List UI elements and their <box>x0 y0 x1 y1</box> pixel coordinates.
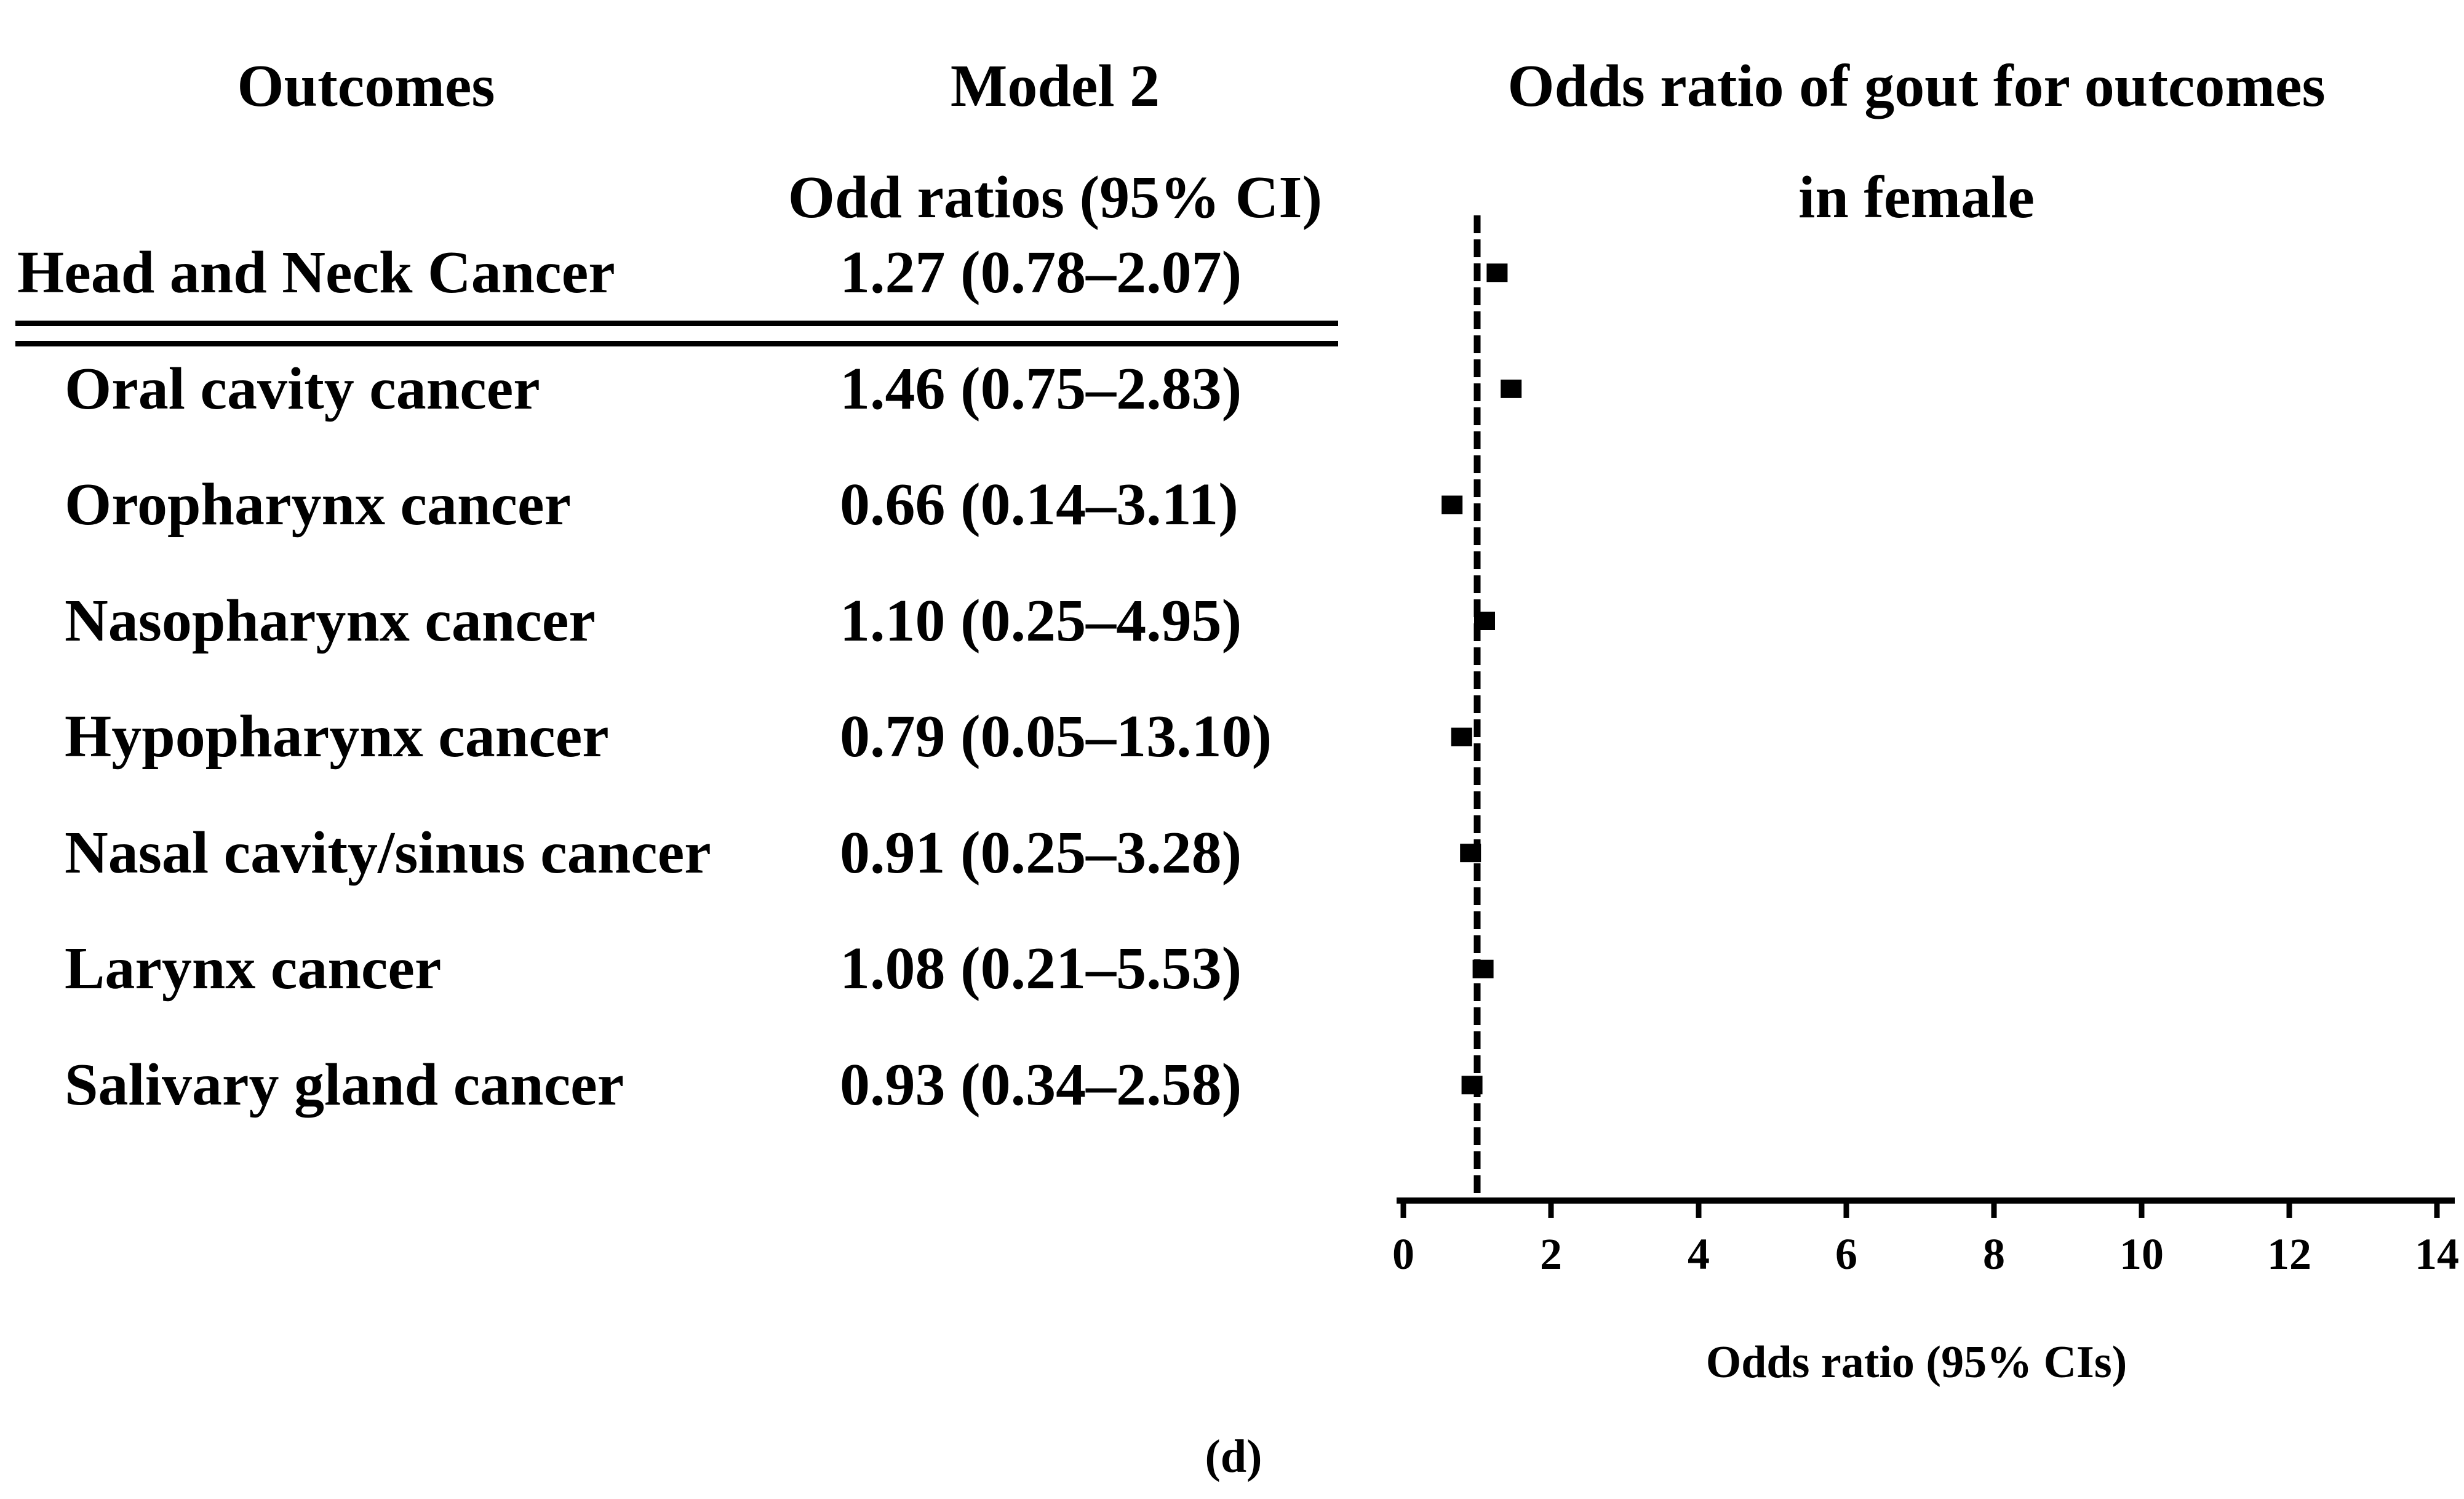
table-row: Larynx cancer 1.08 (0.21–5.53) <box>0 911 1354 1027</box>
outcome-label: Larynx cancer <box>65 935 442 1002</box>
x-axis-tick-label: 2 <box>1540 1229 1562 1279</box>
outcome-label: Head and Neck Cancer <box>17 239 615 306</box>
odds-ratio-value: 0.93 (0.34–2.58) <box>840 1051 1242 1118</box>
plot-title-line2: in female <box>1798 164 2035 231</box>
outcome-label: Hypopharynx cancer <box>65 703 609 770</box>
table-double-rule <box>15 321 1338 346</box>
x-axis-tick-label: 10 <box>2119 1229 2164 1279</box>
or-marker <box>1461 1076 1483 1095</box>
x-axis-tick-label: 6 <box>1835 1229 1857 1279</box>
model2-header-line1: Model 2 <box>950 53 1160 119</box>
x-axis-label: Odds ratio (95% CIs) <box>1706 1337 2127 1388</box>
table-row: Nasal cavity/sinus cancer 0.91 (0.25–3.2… <box>0 795 1354 911</box>
model2-header-line2: Odd ratios (95% CI) <box>787 164 1323 231</box>
outcome-label: Salivary gland cancer <box>65 1051 624 1118</box>
plot-title-line1: Odds ratio of gout for outcomes <box>1507 53 2326 119</box>
table-row: Salivary gland cancer 0.93 (0.34–2.58) <box>0 1027 1354 1143</box>
model2-column-header: Model 2 Odd ratios (95% CI) <box>763 31 1347 254</box>
outcome-label: Nasopharynx cancer <box>65 587 596 654</box>
outcomes-table: Head and Neck Cancer 1.27 (0.78–2.07) Or… <box>0 215 1354 1143</box>
x-axis-tick-label: 8 <box>1983 1229 2005 1279</box>
or-marker <box>1441 495 1463 514</box>
table-row: Oral cavity cancer 1.46 (0.75–2.83) <box>0 331 1354 447</box>
table-row: Head and Neck Cancer 1.27 (0.78–2.07) <box>0 215 1354 331</box>
odds-ratio-value: 0.66 (0.14–3.11) <box>840 471 1238 538</box>
or-marker <box>1486 263 1508 282</box>
or-marker <box>1472 959 1494 978</box>
odds-ratio-value: 1.08 (0.21–5.53) <box>840 935 1242 1002</box>
odds-ratio-value: 0.79 (0.05–13.10) <box>840 703 1272 770</box>
x-axis-tick-label: 12 <box>2267 1229 2311 1279</box>
or-marker <box>1501 379 1522 398</box>
or-marker <box>1474 611 1495 630</box>
odds-ratio-value: 1.27 (0.78–2.07) <box>840 239 1242 306</box>
panel-caption-d: (d) <box>1205 1431 1262 1482</box>
outcomes-column-header: Outcomes <box>237 53 495 119</box>
odds-ratio-value: 0.91 (0.25–3.28) <box>840 819 1242 886</box>
odds-ratio-value: 1.46 (0.75–2.83) <box>840 355 1242 422</box>
outcome-label: Oropharynx cancer <box>65 471 571 538</box>
x-axis-tick-label: 14 <box>2415 1229 2459 1279</box>
table-row: Oropharynx cancer 0.66 (0.14–3.11) <box>0 447 1354 563</box>
or-marker <box>1460 844 1481 863</box>
outcome-label: Nasal cavity/sinus cancer <box>65 819 711 886</box>
x-axis-tick-label: 0 <box>1392 1229 1414 1279</box>
outcome-label: Oral cavity cancer <box>65 355 540 422</box>
plot-title: Odds ratio of gout for outcomes in femal… <box>1486 31 2347 254</box>
odds-ratio-value: 1.10 (0.25–4.95) <box>840 587 1242 654</box>
table-row: Nasopharynx cancer 1.10 (0.25–4.95) <box>0 563 1354 679</box>
table-row: Hypopharynx cancer 0.79 (0.05–13.10) <box>0 679 1354 795</box>
x-axis-tick-label: 4 <box>1688 1229 1710 1279</box>
or-marker <box>1451 727 1472 746</box>
